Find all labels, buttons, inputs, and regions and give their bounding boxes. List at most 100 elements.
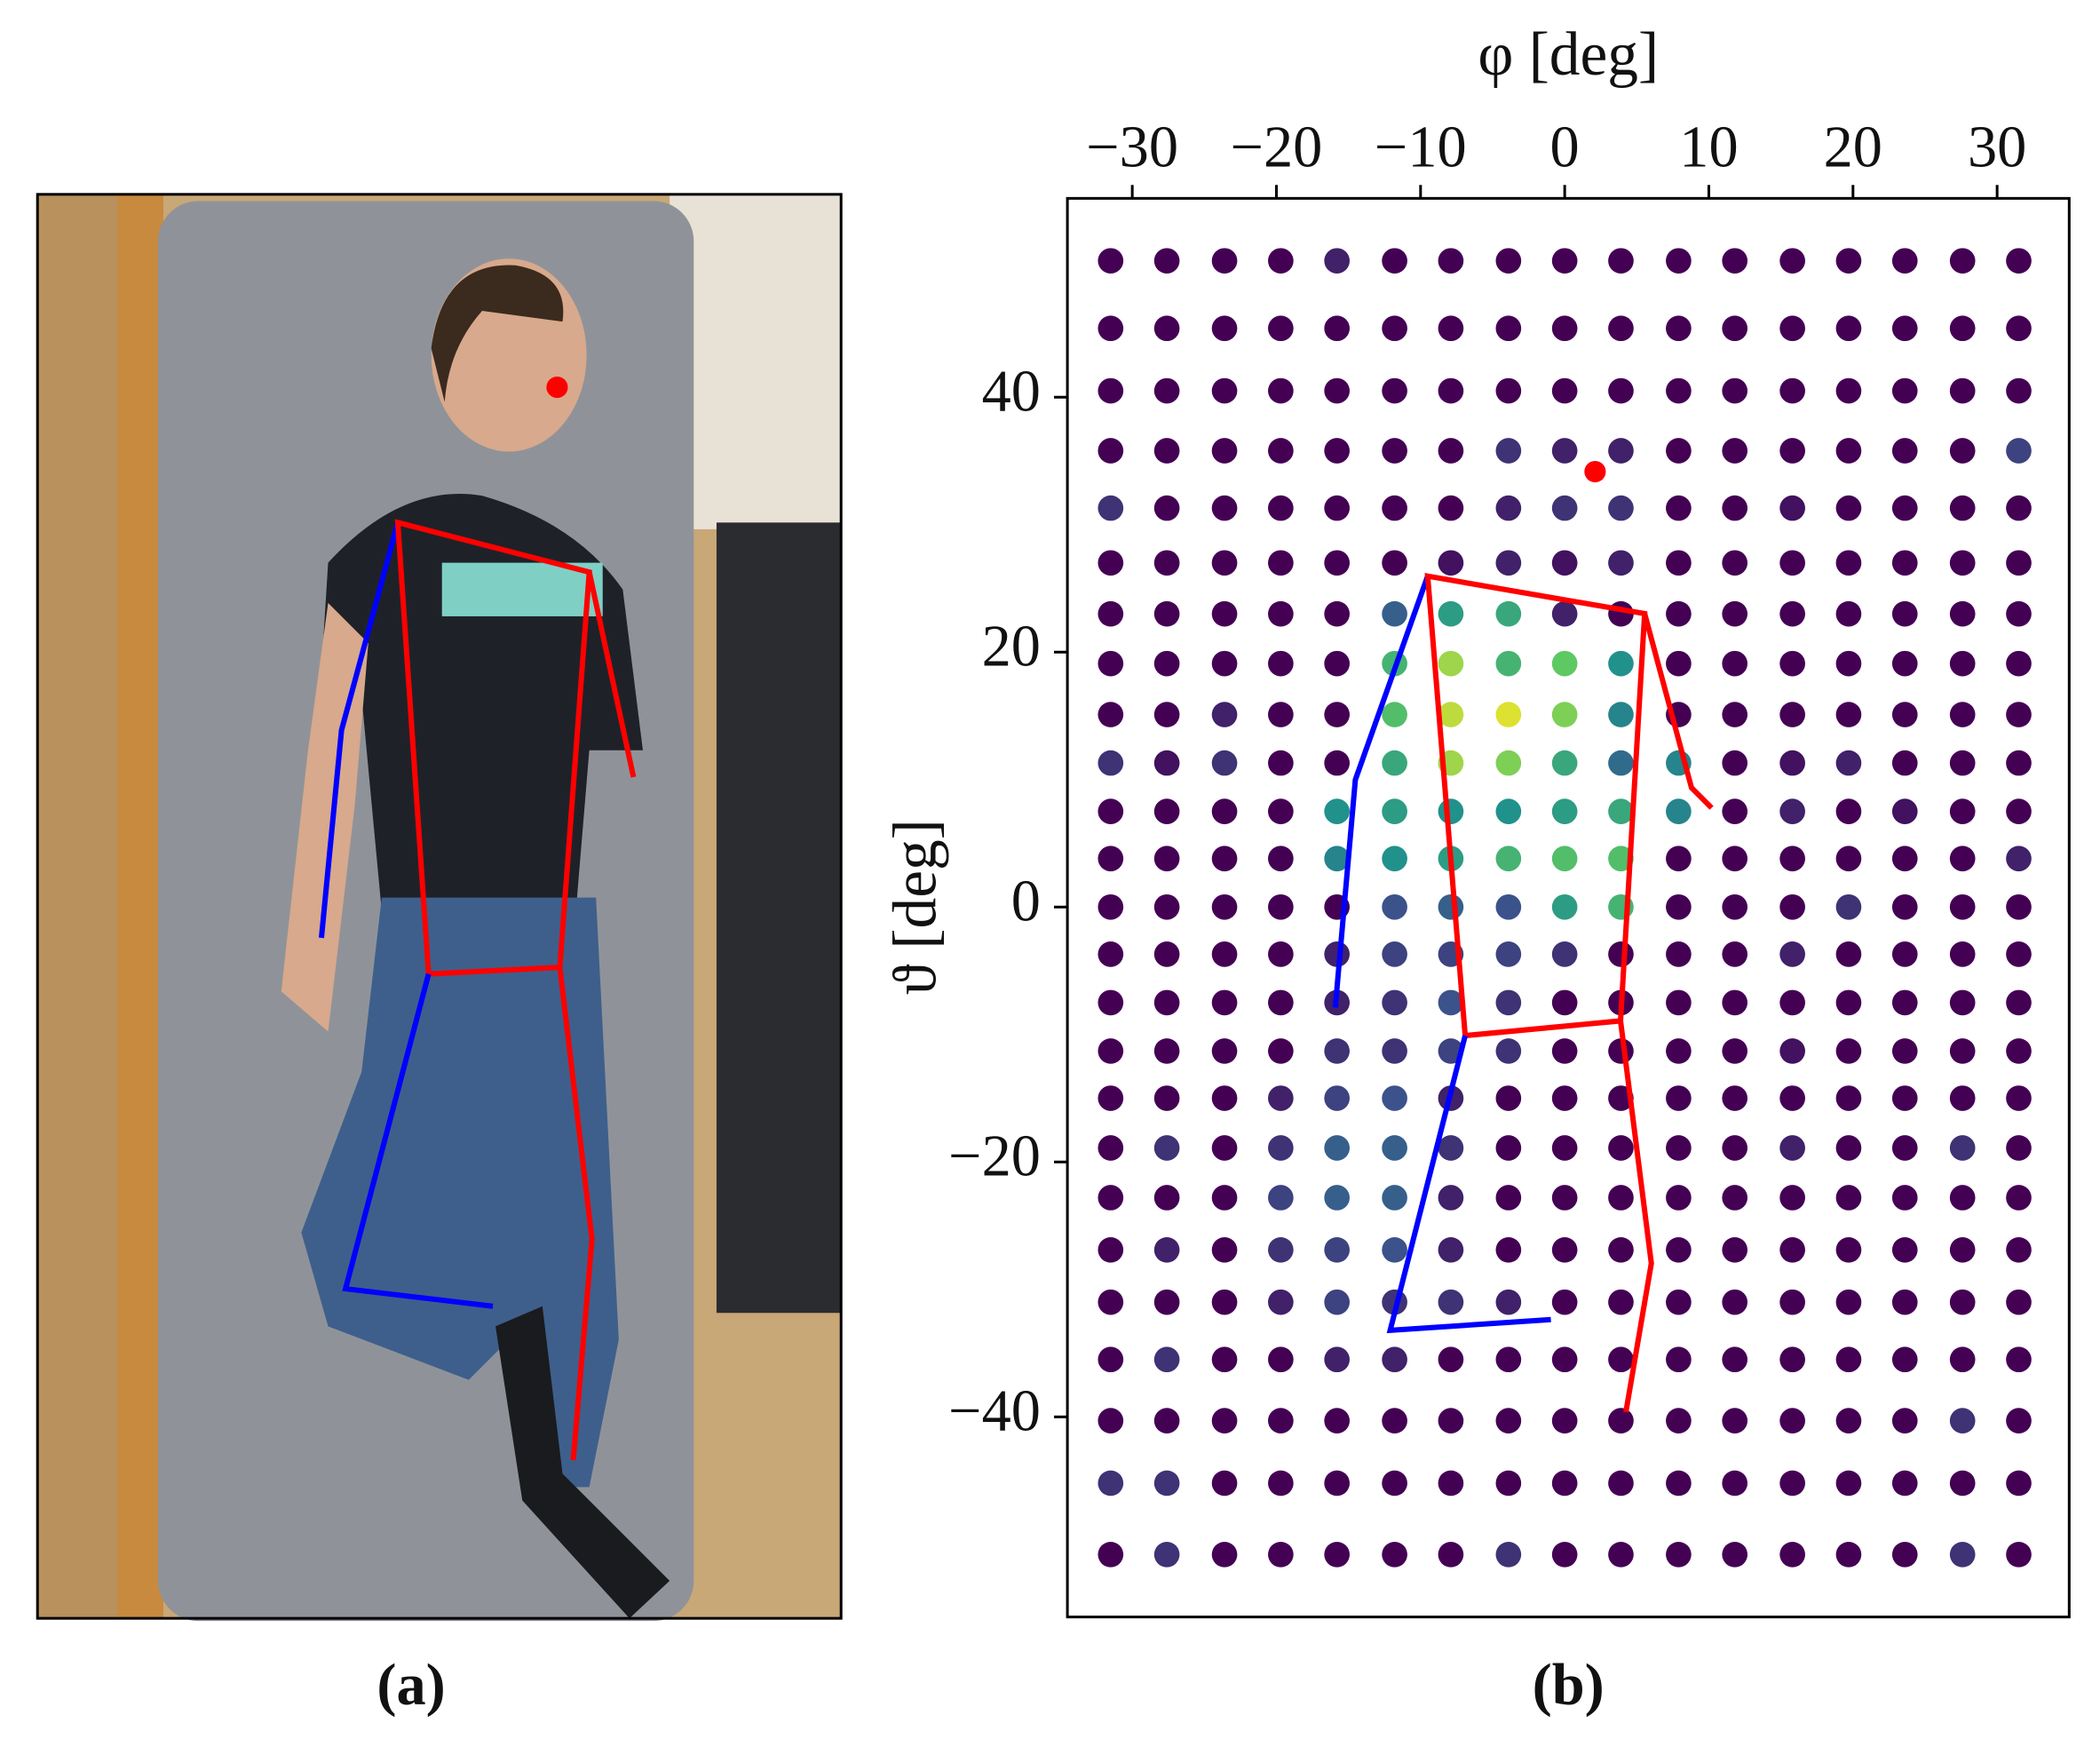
photo-frame	[36, 193, 843, 1620]
dot	[1779, 1236, 1805, 1263]
dot	[1098, 1541, 1124, 1568]
dot	[1438, 438, 1464, 464]
dot	[2006, 1185, 2032, 1211]
dot	[1779, 1470, 1805, 1497]
dot	[1835, 495, 1862, 521]
dot	[1722, 1408, 1748, 1433]
dot	[1666, 1085, 1692, 1111]
dot	[1324, 941, 1350, 967]
dot	[1268, 1185, 1294, 1211]
dot	[1438, 600, 1464, 627]
dot	[1153, 750, 1180, 776]
dot	[1608, 248, 1634, 274]
dot	[1495, 989, 1522, 1016]
dot	[1438, 1135, 1464, 1161]
dot	[1268, 702, 1294, 727]
dot	[1382, 702, 1407, 727]
dot	[1268, 438, 1294, 464]
dot	[1779, 798, 1805, 824]
dot	[1098, 1185, 1124, 1211]
dot	[1268, 1289, 1294, 1315]
dot	[1551, 941, 1578, 967]
dot	[1153, 1470, 1180, 1497]
dot-layer	[1098, 248, 2032, 1568]
dot	[1153, 1289, 1180, 1315]
dot	[1835, 893, 1862, 920]
dot	[1949, 893, 1976, 920]
dot	[1438, 650, 1464, 677]
dot	[1211, 315, 1238, 342]
dot	[1835, 798, 1862, 824]
dot	[1153, 1541, 1180, 1568]
dot	[1551, 893, 1578, 920]
dot	[1722, 1135, 1748, 1161]
dot	[1153, 893, 1180, 920]
dot	[1891, 989, 1918, 1016]
dot	[1438, 377, 1464, 404]
dot	[1666, 1470, 1692, 1497]
dot	[1211, 438, 1238, 464]
dot	[1438, 1289, 1464, 1315]
dot	[1153, 315, 1180, 342]
dot	[1268, 1408, 1294, 1433]
dot	[2006, 550, 2032, 576]
dot	[1722, 1470, 1748, 1497]
dot	[1211, 1038, 1238, 1064]
dot	[1438, 315, 1464, 342]
dot	[1551, 550, 1578, 576]
x-tick-label: −30	[1086, 115, 1178, 179]
dot	[1268, 798, 1294, 824]
dot	[1495, 377, 1522, 404]
dot	[1666, 1408, 1692, 1433]
dot	[2006, 650, 2032, 677]
dot	[1211, 377, 1238, 404]
dot	[1891, 893, 1918, 920]
dot	[2006, 1470, 2032, 1497]
dot	[1098, 989, 1124, 1016]
dot	[1779, 1038, 1805, 1064]
dot	[1666, 1236, 1692, 1263]
dot	[1835, 1236, 1862, 1263]
dot	[1949, 941, 1976, 967]
dot	[1835, 550, 1862, 576]
dot	[1324, 315, 1350, 342]
dot	[1324, 750, 1350, 776]
dot	[1153, 495, 1180, 521]
dot	[1153, 1185, 1180, 1211]
dot	[1608, 600, 1634, 627]
dot	[1495, 438, 1522, 464]
dot	[1551, 1289, 1578, 1315]
dot	[1722, 550, 1748, 576]
caption: (a)	[376, 1653, 445, 1718]
dot	[1211, 750, 1238, 776]
dot	[1324, 702, 1350, 727]
dot	[1608, 495, 1634, 521]
dot	[1891, 315, 1918, 342]
dot	[1324, 1346, 1350, 1373]
dot	[1779, 1541, 1805, 1568]
dot	[1382, 750, 1407, 776]
dot	[1382, 1408, 1407, 1433]
dot	[1268, 550, 1294, 576]
dot	[1949, 650, 1976, 677]
dot	[1949, 1289, 1976, 1315]
dot	[1666, 1135, 1692, 1161]
dot	[1722, 750, 1748, 776]
dot	[2006, 1135, 2032, 1161]
dot	[1891, 650, 1918, 677]
dot	[1779, 650, 1805, 677]
dot	[1779, 846, 1805, 872]
dot	[1211, 1541, 1238, 1568]
dot	[1438, 1541, 1464, 1568]
dot	[1324, 600, 1350, 627]
dot	[1891, 1185, 1918, 1211]
dot	[1779, 438, 1805, 464]
wall	[670, 194, 842, 529]
dot	[1211, 798, 1238, 824]
dot	[1495, 941, 1522, 967]
dot	[2006, 495, 2032, 521]
dot	[1779, 600, 1805, 627]
dot	[1666, 600, 1692, 627]
dot	[1438, 989, 1464, 1016]
